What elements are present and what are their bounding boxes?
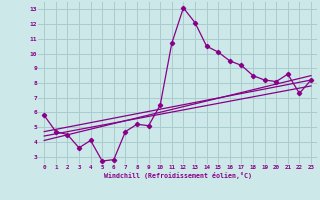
X-axis label: Windchill (Refroidissement éolien,°C): Windchill (Refroidissement éolien,°C)	[104, 172, 252, 179]
